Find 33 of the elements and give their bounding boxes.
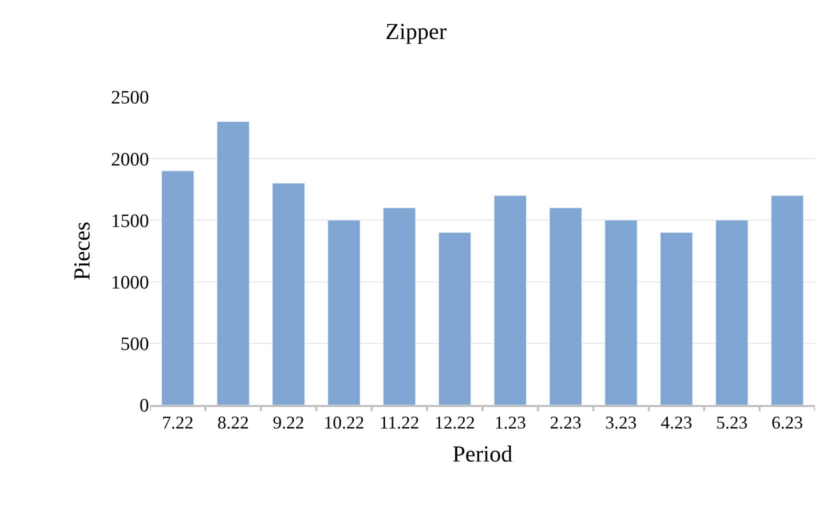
bar [216,121,250,405]
chart-title: Zipper [385,19,447,44]
x-tick-label: 2.23 [550,412,582,433]
bar [770,195,804,405]
bar [272,182,305,405]
x-tick-label: 9.22 [272,412,304,433]
bar [494,195,527,405]
x-tick-label: 10.22 [324,412,364,433]
x-tick-label: 11.22 [379,412,420,433]
x-tick-label: 8.22 [217,412,249,433]
y-tick-label: 500 [120,334,149,356]
y-tick-label: 1000 [111,272,149,294]
bar [328,220,360,405]
bar [438,232,472,405]
bar [161,170,194,405]
x-tick-label: 5.23 [716,412,748,433]
x-tick-label: 6.23 [772,412,804,433]
x-tick-label: 1.23 [494,412,526,433]
y-axis-title: Pieces [69,222,94,280]
y-tick-label: 2000 [111,149,149,170]
bar [383,208,416,405]
bar [549,208,582,405]
x-tick-label: 4.23 [660,412,692,433]
x-tick-label: 7.22 [162,412,194,433]
y-tick-label: 2500 [111,88,149,109]
y-tick-label: 1500 [111,210,149,232]
bar [660,232,693,405]
bar [716,220,748,405]
x-tick-label: 12.22 [434,412,476,433]
x-tick-label: 3.23 [605,412,637,433]
y-tick-label: 0 [140,396,149,417]
x-axis-title: Period [452,442,514,467]
bar [604,220,638,405]
